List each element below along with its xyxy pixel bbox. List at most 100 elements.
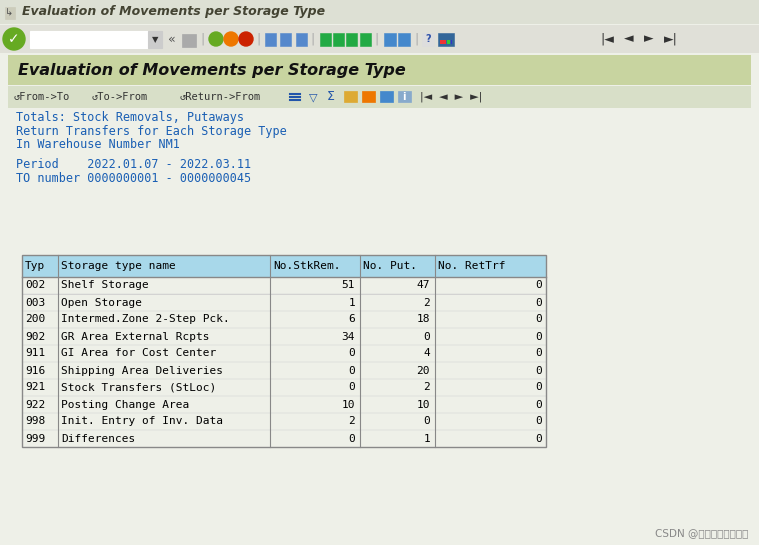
Text: 916: 916 xyxy=(25,366,46,376)
Text: 1: 1 xyxy=(424,433,430,444)
Bar xyxy=(8,55,751,85)
Text: 0: 0 xyxy=(424,331,430,342)
Text: 0: 0 xyxy=(535,331,542,342)
Text: 34: 34 xyxy=(342,331,355,342)
Bar xyxy=(398,33,410,46)
Bar xyxy=(333,33,344,46)
Text: GI Area for Cost Center: GI Area for Cost Center xyxy=(61,348,216,359)
Bar xyxy=(362,91,375,102)
Text: 0: 0 xyxy=(348,348,355,359)
Text: No. RetTrf: No. RetTrf xyxy=(438,261,505,271)
Text: 998: 998 xyxy=(25,416,46,427)
Bar xyxy=(320,33,331,46)
Text: TO number 0000000001 - 0000000045: TO number 0000000001 - 0000000045 xyxy=(16,173,251,185)
Bar xyxy=(451,40,452,44)
Text: 0: 0 xyxy=(535,383,542,392)
Text: 0: 0 xyxy=(348,433,355,444)
Ellipse shape xyxy=(224,32,238,46)
Text: No. Put.: No. Put. xyxy=(363,261,417,271)
Bar xyxy=(380,91,393,102)
Text: 0: 0 xyxy=(535,416,542,427)
Text: 0: 0 xyxy=(535,433,542,444)
Text: i: i xyxy=(402,92,406,102)
Text: ►|: ►| xyxy=(664,33,678,45)
Text: Stock Transfers (StLoc): Stock Transfers (StLoc) xyxy=(61,383,216,392)
Text: 911: 911 xyxy=(25,348,46,359)
Text: ↺To->From: ↺To->From xyxy=(92,92,148,102)
Text: 200: 200 xyxy=(25,314,46,324)
Text: 922: 922 xyxy=(25,399,46,409)
Bar xyxy=(5,7,15,19)
Text: 2: 2 xyxy=(348,416,355,427)
Text: Intermed.Zone 2-Step Pck.: Intermed.Zone 2-Step Pck. xyxy=(61,314,230,324)
Text: |◄: |◄ xyxy=(600,33,614,45)
Bar xyxy=(280,33,291,46)
Bar xyxy=(360,33,371,46)
Bar xyxy=(344,91,357,102)
Bar xyxy=(22,255,546,447)
Text: 1: 1 xyxy=(348,298,355,307)
Text: Shipping Area Deliveries: Shipping Area Deliveries xyxy=(61,366,223,376)
Text: 0: 0 xyxy=(348,383,355,392)
Text: ?: ? xyxy=(425,34,431,45)
Bar xyxy=(438,33,454,46)
Text: Differences: Differences xyxy=(61,433,135,444)
Text: |: | xyxy=(375,33,380,45)
Text: 002: 002 xyxy=(25,281,46,290)
Text: In Warehouse Number NM1: In Warehouse Number NM1 xyxy=(16,138,180,152)
Text: Open Storage: Open Storage xyxy=(61,298,142,307)
Text: ▼: ▼ xyxy=(152,35,158,44)
Text: 51: 51 xyxy=(342,281,355,290)
Bar xyxy=(265,33,276,46)
Bar xyxy=(0,25,759,53)
Text: ↳: ↳ xyxy=(5,7,13,17)
Bar xyxy=(422,33,434,46)
Text: Evaluation of Movements per Storage Type: Evaluation of Movements per Storage Type xyxy=(22,5,325,19)
Text: 003: 003 xyxy=(25,298,46,307)
Text: 0: 0 xyxy=(535,281,542,290)
Text: 10: 10 xyxy=(417,399,430,409)
Text: 0: 0 xyxy=(535,399,542,409)
Bar xyxy=(8,86,751,108)
Text: CSDN @喜欢打酱油的老鸟: CSDN @喜欢打酱油的老鸟 xyxy=(654,528,748,538)
Text: 921: 921 xyxy=(25,383,46,392)
Text: GR Area External Rcpts: GR Area External Rcpts xyxy=(61,331,209,342)
Text: ◄: ◄ xyxy=(624,33,634,45)
Text: Σ: Σ xyxy=(327,90,335,104)
Text: 4: 4 xyxy=(424,348,430,359)
Bar xyxy=(447,40,450,44)
Text: ▽: ▽ xyxy=(309,92,317,102)
Text: 0: 0 xyxy=(424,416,430,427)
Text: ↺Return->From: ↺Return->From xyxy=(180,92,261,102)
Ellipse shape xyxy=(3,28,25,50)
Text: 902: 902 xyxy=(25,331,46,342)
Text: 999: 999 xyxy=(25,433,46,444)
Bar xyxy=(384,33,396,46)
Text: Init. Entry of Inv. Data: Init. Entry of Inv. Data xyxy=(61,416,223,427)
Bar xyxy=(182,34,196,47)
Text: 6: 6 xyxy=(348,314,355,324)
Text: 18: 18 xyxy=(417,314,430,324)
Text: Return Transfers for Each Storage Type: Return Transfers for Each Storage Type xyxy=(16,124,287,137)
Text: Evaluation of Movements per Storage Type: Evaluation of Movements per Storage Type xyxy=(18,63,406,77)
Ellipse shape xyxy=(209,32,223,46)
Text: 0: 0 xyxy=(535,314,542,324)
Text: 2: 2 xyxy=(424,383,430,392)
Bar xyxy=(30,31,148,48)
Bar xyxy=(398,91,411,102)
Text: 0: 0 xyxy=(535,348,542,359)
Text: Shelf Storage: Shelf Storage xyxy=(61,281,149,290)
Text: Totals: Stock Removals, Putaways: Totals: Stock Removals, Putaways xyxy=(16,111,244,124)
Text: |: | xyxy=(414,33,418,45)
Text: 2: 2 xyxy=(424,298,430,307)
Text: |: | xyxy=(311,33,315,45)
Text: ↺From->To: ↺From->To xyxy=(14,92,71,102)
Bar xyxy=(0,0,759,24)
Bar xyxy=(346,33,357,46)
Bar xyxy=(148,31,162,48)
Text: |: | xyxy=(200,33,204,45)
Text: No.StkRem.: No.StkRem. xyxy=(273,261,341,271)
Text: Storage type name: Storage type name xyxy=(61,261,176,271)
Text: 20: 20 xyxy=(417,366,430,376)
Ellipse shape xyxy=(239,32,253,46)
